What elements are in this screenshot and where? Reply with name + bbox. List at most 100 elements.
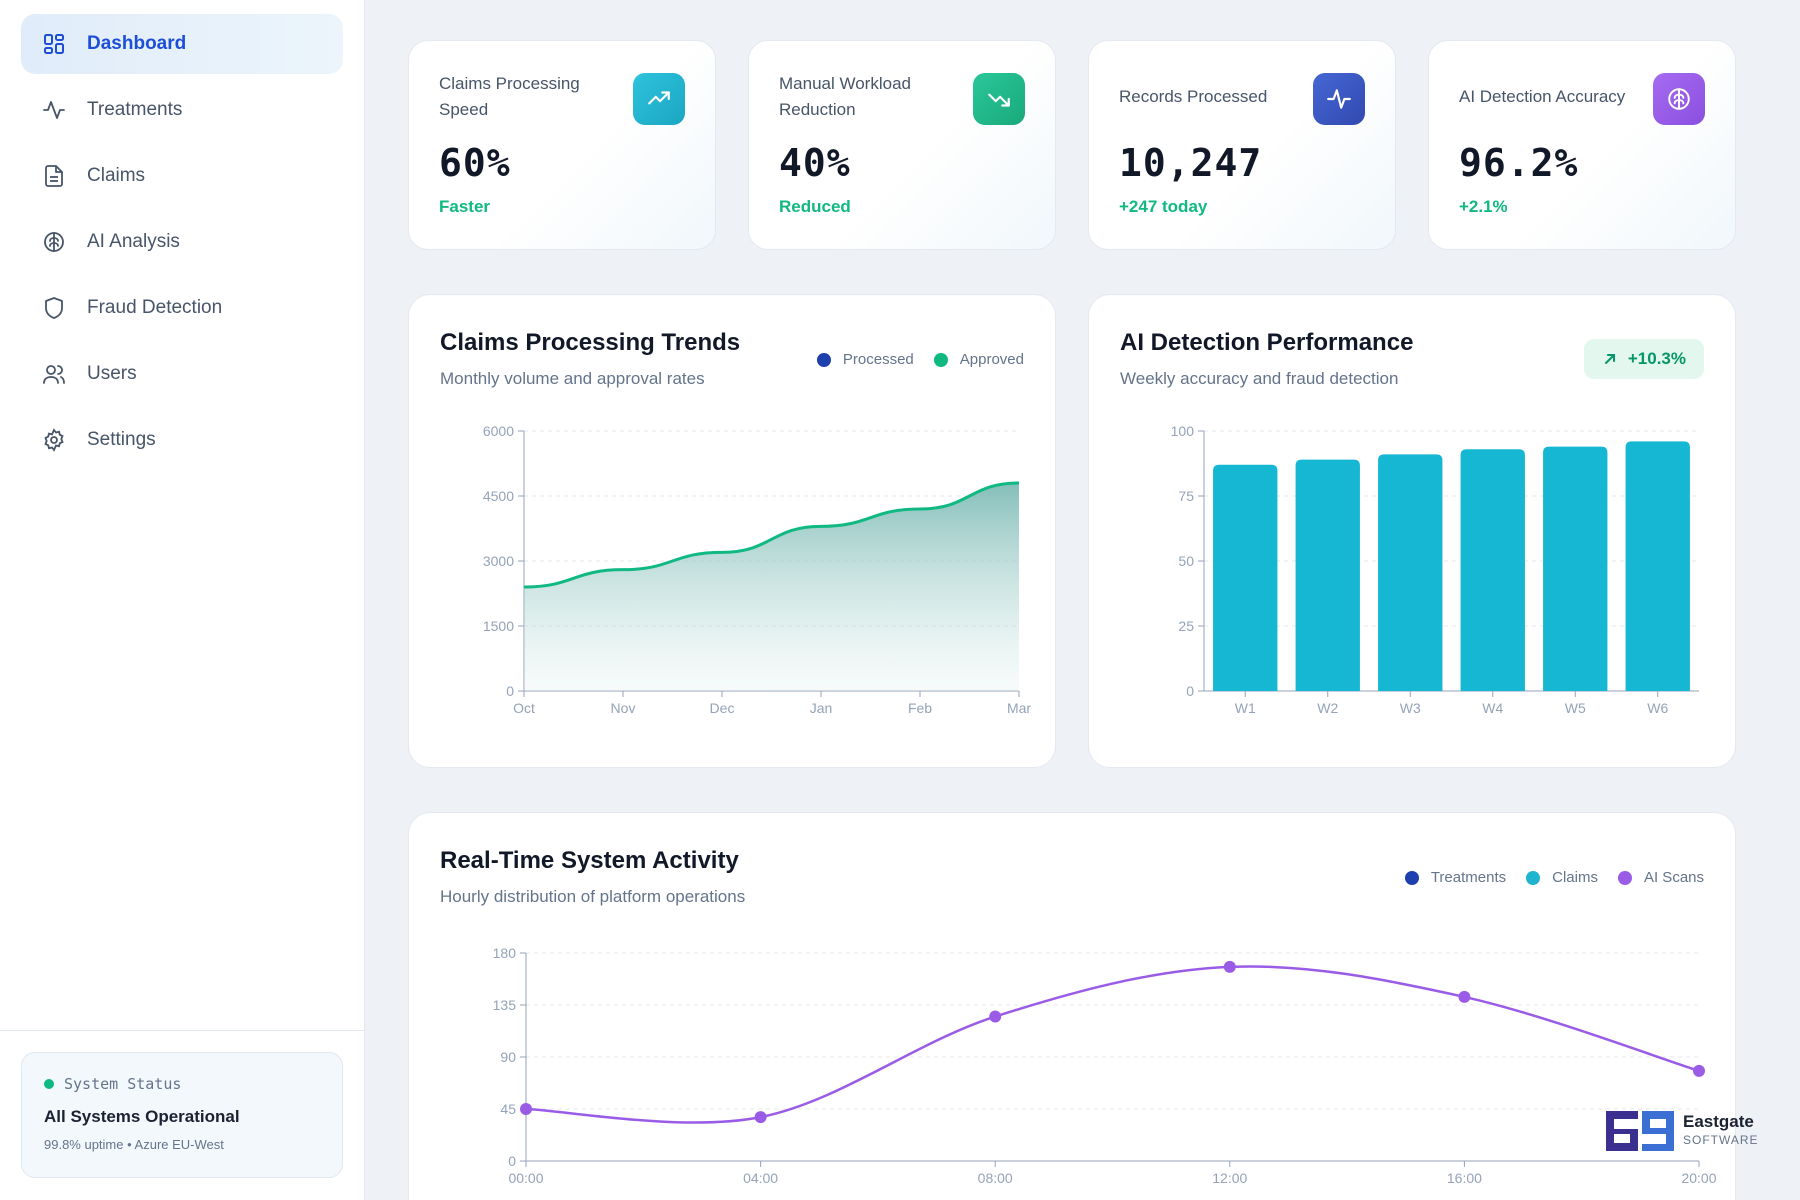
y-tick-label: 75 — [1178, 488, 1194, 504]
sidebar-item-claims[interactable]: Claims — [21, 146, 343, 206]
document-icon — [41, 163, 67, 189]
bar-w6 — [1625, 441, 1690, 691]
x-tick-label: Mar — [1007, 700, 1031, 716]
legend-item-treatments[interactable]: Treatments — [1404, 869, 1507, 886]
sidebar-item-ai-analysis[interactable]: AI Analysis — [21, 212, 343, 272]
sidebar: Dashboard Treatments Claims AI Analysis … — [0, 0, 365, 1200]
stat-value: 96.2% — [1459, 141, 1579, 185]
point-ai-scans-0 — [520, 1103, 532, 1115]
legend-item-ai-scans[interactable]: AI Scans — [1617, 869, 1704, 886]
x-tick-label: 04:00 — [743, 1170, 778, 1186]
legend-dot — [1404, 870, 1419, 885]
legend-label: AI Scans — [1643, 869, 1704, 886]
dashboard-icon — [41, 31, 67, 57]
x-tick-label: Jan — [810, 700, 833, 716]
panel-title: Real-Time System Activity — [440, 847, 739, 874]
bar-w4 — [1460, 449, 1525, 691]
logo-subtitle: SOFTWARE — [1683, 1133, 1759, 1147]
chart-legend: Treatments Claims AI Scans — [1385, 869, 1704, 886]
y-tick-label: 1500 — [483, 618, 514, 634]
area-line-approved — [523, 481, 1020, 589]
logo-name: Eastgate — [1683, 1112, 1754, 1131]
x-tick-label: 16:00 — [1447, 1170, 1482, 1186]
legend-dot — [933, 352, 948, 367]
x-tick-label: Feb — [908, 700, 932, 716]
system-status-card: System Status All Systems Operational 99… — [21, 1052, 343, 1178]
x-tick-label: 00:00 — [508, 1170, 543, 1186]
stat-label: AI Detection Accuracy — [1459, 87, 1626, 106]
shield-icon — [41, 295, 67, 321]
activity-line-chart: 0 45 90 135 180 00:00 04:00 08:00 12:00 16:00 20:0… — [493, 945, 1717, 1186]
sidebar-item-label: Dashboard — [87, 33, 187, 54]
stat-change: Faster — [439, 197, 491, 216]
sidebar-item-label: Treatments — [87, 99, 183, 120]
x-tick-label: W2 — [1317, 700, 1338, 716]
claims-trends-panel: Claims Processing Trends Monthly volume … — [408, 294, 1056, 768]
point-ai-scans-3 — [1223, 960, 1236, 973]
panel-title: AI Detection Performance — [1120, 329, 1414, 356]
stat-card-records-processed[interactable]: Records Processed 10,247 +247 today — [1088, 40, 1396, 250]
bar-w3 — [1378, 454, 1443, 691]
sidebar-item-label: Claims — [87, 165, 146, 186]
x-tick-label: W3 — [1400, 700, 1421, 716]
sidebar-item-users[interactable]: Users — [21, 344, 343, 404]
pulse-icon — [1313, 73, 1365, 125]
x-tick-label: W1 — [1235, 700, 1256, 716]
ai-detection-panel: AI Detection Performance Weekly accuracy… — [1088, 294, 1736, 768]
stat-label: Claims Processing Speed — [439, 74, 580, 119]
stat-value: 40% — [779, 141, 851, 185]
stat-change: +247 today — [1119, 197, 1208, 216]
legend-dot — [1526, 870, 1541, 885]
sidebar-item-treatments[interactable]: Treatments — [21, 80, 343, 140]
legend-label: Treatments — [1430, 869, 1507, 886]
brain-icon — [1653, 73, 1705, 125]
y-tick-label: 100 — [1171, 423, 1195, 439]
legend-dot — [816, 352, 831, 367]
point-ai-scans-4 — [1458, 990, 1471, 1003]
logo-mark — [1606, 1111, 1674, 1151]
x-tick-label: 12:00 — [1212, 1170, 1247, 1186]
bar-w5 — [1543, 446, 1608, 691]
stat-card-claims-speed[interactable]: Claims Processing Speed 60% Faster — [408, 40, 716, 250]
stat-value: 10,247 — [1119, 141, 1263, 185]
y-tick-label: 25 — [1178, 618, 1194, 634]
gear-icon — [41, 427, 67, 453]
area-fill-approved — [524, 483, 1019, 691]
legend-item-claims[interactable]: Claims — [1526, 869, 1598, 886]
sidebar-divider — [0, 1030, 364, 1031]
system-activity-panel: Real-Time System Activity Hourly distrib… — [408, 812, 1736, 1200]
bar-w2 — [1295, 459, 1360, 691]
y-tick-label: 45 — [500, 1101, 516, 1117]
y-tick-label: 6000 — [483, 423, 514, 439]
stat-card-workload-reduction[interactable]: Manual Workload Reduction 40% Reduced — [748, 40, 1056, 250]
stat-change: Reduced — [779, 197, 851, 216]
sidebar-item-label: Fraud Detection — [87, 297, 223, 318]
status-title: All Systems Operational — [44, 1107, 240, 1126]
y-tick-label: 90 — [500, 1049, 516, 1065]
stat-card-ai-accuracy[interactable]: AI Detection Accuracy 96.2% +2.1% — [1428, 40, 1736, 250]
badge-value: +10.3% — [1627, 349, 1686, 368]
legend-item-approved[interactable]: Approved — [933, 351, 1024, 368]
status-heading: System Status — [64, 1075, 182, 1093]
legend-label: Claims — [1552, 869, 1598, 886]
x-tick-label: W4 — [1482, 700, 1503, 716]
legend-item-processed[interactable]: Processed — [816, 351, 914, 368]
sidebar-item-dashboard[interactable]: Dashboard — [21, 14, 343, 74]
sidebar-item-label: Settings — [87, 429, 156, 450]
stat-value: 60% — [439, 141, 511, 185]
y-tick-label: 135 — [493, 997, 517, 1013]
x-tick-label: Oct — [513, 700, 535, 716]
eastgate-logo: Eastgate SOFTWARE — [1605, 1110, 1759, 1152]
trending-up-icon — [633, 73, 685, 125]
sidebar-nav: Dashboard Treatments Claims AI Analysis … — [21, 14, 343, 476]
x-tick-label: 20:00 — [1681, 1170, 1716, 1186]
legend-label: Approved — [959, 351, 1024, 368]
trending-down-icon — [973, 73, 1025, 125]
claims-area-chart: 0 1500 3000 4500 6000 Oct Nov Dec Jan Feb Mar — [483, 423, 1032, 716]
bar-w1 — [1213, 464, 1278, 691]
sidebar-item-fraud-detection[interactable]: Fraud Detection — [21, 278, 343, 338]
stat-change: +2.1% — [1459, 197, 1508, 216]
point-ai-scans-1 — [754, 1111, 767, 1124]
panel-title: Claims Processing Trends — [440, 329, 741, 356]
sidebar-item-settings[interactable]: Settings — [21, 410, 343, 470]
